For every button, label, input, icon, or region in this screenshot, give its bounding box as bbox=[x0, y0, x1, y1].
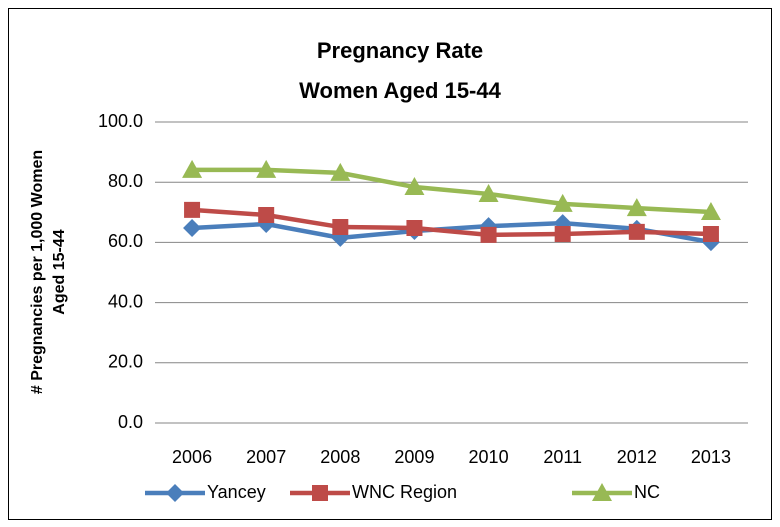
x-tick-label: 2013 bbox=[691, 447, 731, 467]
data-point bbox=[256, 159, 277, 178]
series-line bbox=[191, 207, 712, 238]
x-tick-label: 2012 bbox=[617, 447, 657, 467]
y-axis-label: # Pregnancies per 1,000 Women bbox=[29, 150, 46, 394]
legend-marker bbox=[312, 485, 328, 501]
data-point bbox=[330, 162, 351, 181]
data-point bbox=[406, 219, 423, 236]
x-tick-label: 2006 bbox=[172, 447, 212, 467]
legend-label: NC bbox=[634, 482, 660, 502]
chart-title: Pregnancy Rate bbox=[317, 38, 483, 63]
y-tick-label: 40.0 bbox=[108, 291, 143, 311]
x-tick-label: 2009 bbox=[394, 447, 434, 467]
y-axis-label: Aged 15-44 bbox=[51, 229, 68, 314]
data-point bbox=[182, 159, 203, 178]
y-tick-label: 80.0 bbox=[108, 171, 143, 191]
x-tick-label: 2011 bbox=[543, 447, 582, 467]
chart-border bbox=[8, 8, 772, 520]
data-point bbox=[700, 201, 721, 220]
series-line bbox=[192, 167, 712, 215]
data-point bbox=[332, 219, 349, 236]
data-point bbox=[626, 198, 647, 217]
data-point bbox=[552, 193, 573, 212]
y-tick-label: 0.0 bbox=[118, 412, 143, 432]
data-point bbox=[480, 226, 497, 243]
legend-label: Yancey bbox=[207, 482, 266, 502]
data-point bbox=[258, 207, 275, 224]
data-point bbox=[554, 225, 571, 242]
data-point bbox=[702, 225, 719, 242]
data-point bbox=[183, 218, 202, 237]
x-tick-label: 2008 bbox=[320, 447, 360, 467]
legend-label: WNC Region bbox=[352, 482, 457, 502]
y-tick-label: 60.0 bbox=[108, 231, 143, 251]
y-tick-label: 20.0 bbox=[108, 352, 143, 372]
data-point bbox=[478, 183, 499, 202]
data-point bbox=[404, 177, 425, 196]
data-point bbox=[184, 201, 201, 218]
series-line bbox=[191, 220, 712, 245]
y-tick-label: 100.0 bbox=[98, 111, 143, 131]
x-tick-label: 2007 bbox=[246, 447, 286, 467]
x-tick-label: 2010 bbox=[469, 447, 509, 467]
legend-marker bbox=[166, 484, 184, 502]
data-point bbox=[628, 223, 645, 240]
legend-marker bbox=[592, 483, 612, 501]
chart-title: Women Aged 15-44 bbox=[299, 78, 501, 103]
